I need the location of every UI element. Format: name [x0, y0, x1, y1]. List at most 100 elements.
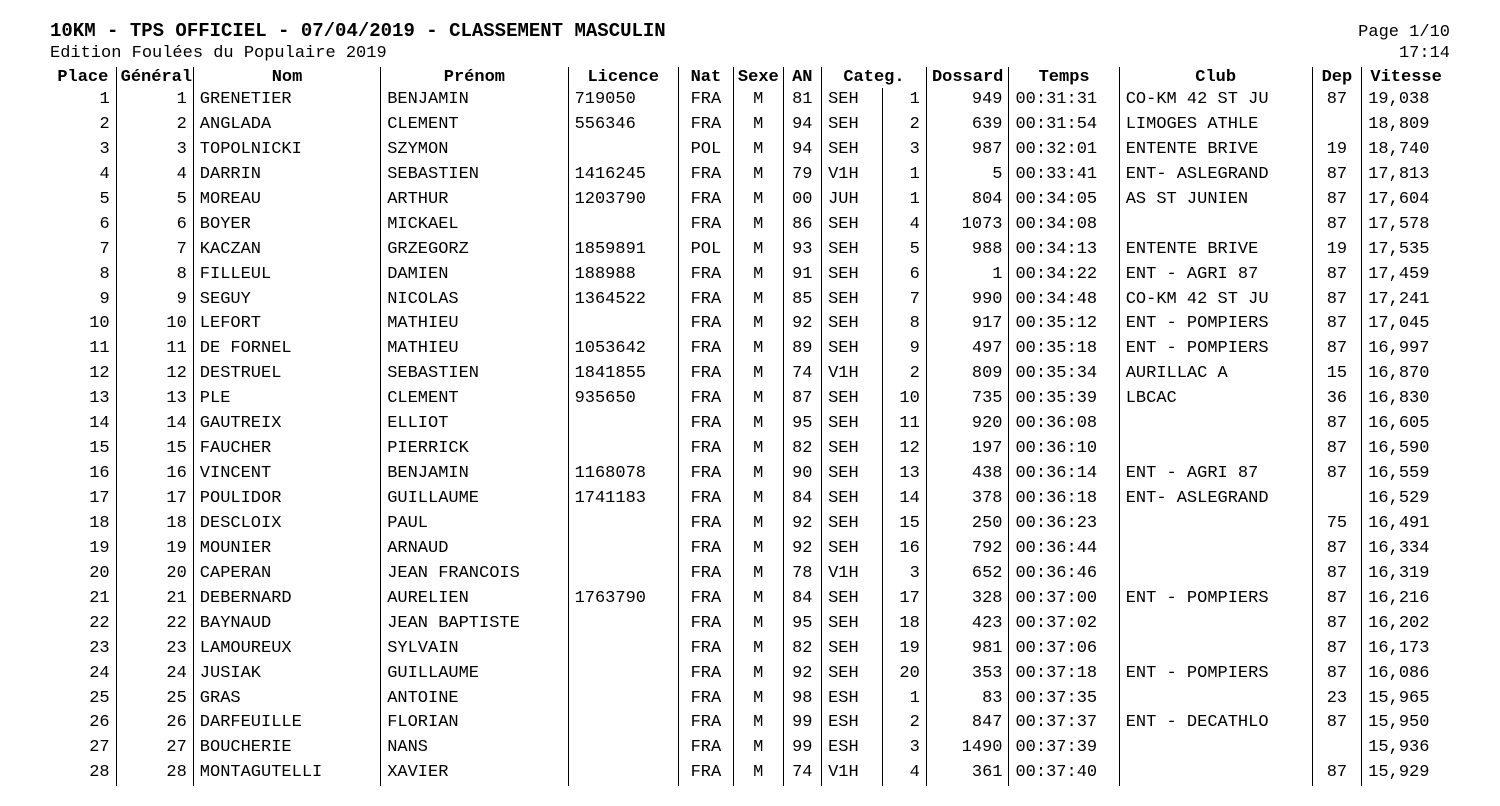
cell-temps: 00:36:44 — [1009, 537, 1119, 562]
cell-prenom: SEBASTIEN — [381, 362, 568, 387]
cell-sexe: M — [733, 263, 783, 288]
cell-temps: 00:36:46 — [1009, 562, 1119, 587]
cell-dep: 87 — [1312, 537, 1362, 562]
col-header: Nom — [193, 67, 380, 88]
cell-vitesse: 16,086 — [1362, 662, 1450, 687]
cell-club: AS ST JUNIEN — [1119, 188, 1312, 213]
cell-vitesse: 17,459 — [1362, 263, 1450, 288]
cell-general: 11 — [116, 337, 193, 362]
cell-general: 23 — [116, 637, 193, 662]
cell-place: 13 — [50, 387, 116, 412]
cell-club: ENT - POMPIERS — [1119, 337, 1312, 362]
cell-dossard: 1 — [926, 263, 1009, 288]
col-header: Licence — [568, 67, 678, 88]
cell-club: CO-KM 42 ST JU — [1119, 288, 1312, 313]
cell-temps: 00:35:39 — [1009, 387, 1119, 412]
table-row: 2626DARFEUILLEFLORIANFRAM99ESH284700:37:… — [50, 711, 1450, 736]
cell-place: 16 — [50, 462, 116, 487]
cell-an: 81 — [783, 88, 822, 113]
cell-general: 18 — [116, 512, 193, 537]
cell-an: 82 — [783, 637, 822, 662]
cell-club — [1119, 512, 1312, 537]
cell-club: ENT - DECATHLO — [1119, 711, 1312, 736]
table-row: 1515FAUCHERPIERRICKFRAM82SEH1219700:36:1… — [50, 437, 1450, 462]
cell-an: 86 — [783, 213, 822, 238]
cell-dossard: 250 — [926, 512, 1009, 537]
cell-nat: FRA — [678, 662, 733, 687]
cell-catrank: 18 — [882, 612, 926, 637]
cell-temps: 00:35:12 — [1009, 312, 1119, 337]
cell-licence: 556346 — [568, 113, 678, 138]
cell-vitesse: 17,241 — [1362, 288, 1450, 313]
cell-vitesse: 16,216 — [1362, 587, 1450, 612]
cell-nat: FRA — [678, 213, 733, 238]
table-row: 22ANGLADACLEMENT556346FRAM94SEH263900:31… — [50, 113, 1450, 138]
cell-club — [1119, 637, 1312, 662]
cell-place: 27 — [50, 736, 116, 761]
table-row: 2222BAYNAUDJEAN BAPTISTEFRAM95SEH1842300… — [50, 612, 1450, 637]
cell-general: 19 — [116, 537, 193, 562]
cell-catrank: 20 — [882, 662, 926, 687]
cell-categ: SEH — [822, 238, 883, 263]
page-number: Page 1/10 — [1358, 23, 1450, 42]
table-row: 1919MOUNIERARNAUDFRAM92SEH1679200:36:448… — [50, 537, 1450, 562]
cell-sexe: M — [733, 362, 783, 387]
cell-nat: FRA — [678, 288, 733, 313]
cell-temps: 00:37:37 — [1009, 711, 1119, 736]
cell-prenom: CLEMENT — [381, 113, 568, 138]
cell-dossard: 809 — [926, 362, 1009, 387]
cell-licence: 1859891 — [568, 238, 678, 263]
cell-prenom: PAUL — [381, 512, 568, 537]
cell-an: 95 — [783, 412, 822, 437]
cell-sexe: M — [733, 736, 783, 761]
cell-prenom: ELLIOT — [381, 412, 568, 437]
cell-dossard: 847 — [926, 711, 1009, 736]
cell-categ: SEH — [822, 437, 883, 462]
table-row: 99SEGUYNICOLAS1364522FRAM85SEH799000:34:… — [50, 288, 1450, 313]
cell-club: LBCAC — [1119, 387, 1312, 412]
cell-dep: 87 — [1312, 412, 1362, 437]
cell-general: 12 — [116, 362, 193, 387]
cell-prenom: DAMIEN — [381, 263, 568, 288]
cell-club: LIMOGES ATHLE — [1119, 113, 1312, 138]
col-header: Categ. — [822, 67, 927, 88]
cell-categ: SEH — [822, 113, 883, 138]
cell-catrank: 14 — [882, 487, 926, 512]
cell-dossard: 920 — [926, 412, 1009, 437]
cell-sexe: M — [733, 387, 783, 412]
cell-dossard: 5 — [926, 163, 1009, 188]
cell-dep: 87 — [1312, 437, 1362, 462]
table-row: 1212DESTRUELSEBASTIEN1841855FRAM74V1H280… — [50, 362, 1450, 387]
cell-prenom: SZYMON — [381, 138, 568, 163]
cell-dossard: 990 — [926, 288, 1009, 313]
cell-catrank: 19 — [882, 637, 926, 662]
cell-dep: 87 — [1312, 337, 1362, 362]
cell-categ: SEH — [822, 263, 883, 288]
cell-nat: FRA — [678, 487, 733, 512]
cell-temps: 00:35:34 — [1009, 362, 1119, 387]
cell-vitesse: 19,038 — [1362, 88, 1450, 113]
cell-nom: MOUNIER — [193, 537, 380, 562]
cell-dossard: 735 — [926, 387, 1009, 412]
cell-categ: SEH — [822, 213, 883, 238]
cell-dossard: 1073 — [926, 213, 1009, 238]
cell-dep: 19 — [1312, 238, 1362, 263]
cell-licence — [568, 512, 678, 537]
cell-nat: FRA — [678, 736, 733, 761]
col-header: Général — [116, 67, 193, 88]
cell-general: 21 — [116, 587, 193, 612]
cell-sexe: M — [733, 412, 783, 437]
cell-club — [1119, 612, 1312, 637]
cell-sexe: M — [733, 587, 783, 612]
cell-an: 94 — [783, 113, 822, 138]
cell-club: ENT - AGRI 87 — [1119, 263, 1312, 288]
cell-sexe: M — [733, 761, 783, 786]
cell-licence: 719050 — [568, 88, 678, 113]
table-row: 66BOYERMICKAELFRAM86SEH4107300:34:088717… — [50, 213, 1450, 238]
cell-nom: POULIDOR — [193, 487, 380, 512]
cell-prenom: GUILLAUME — [381, 662, 568, 687]
cell-dep: 87 — [1312, 88, 1362, 113]
cell-nom: LEFORT — [193, 312, 380, 337]
cell-licence — [568, 711, 678, 736]
cell-catrank: 3 — [882, 138, 926, 163]
